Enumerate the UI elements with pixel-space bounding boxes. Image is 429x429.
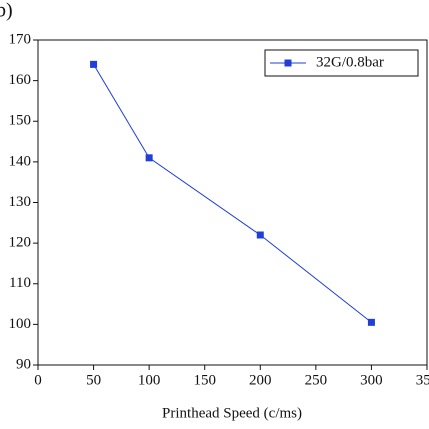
y-tick-label: 130 [9,194,32,210]
x-tick-label: 100 [138,372,161,388]
data-point [256,231,264,239]
y-tick-label: 170 [9,31,32,47]
data-point [367,318,375,326]
x-tick-label: 350 [416,372,429,388]
y-tick-label: 90 [16,356,31,372]
x-tick-label: 150 [193,372,216,388]
data-point [90,60,98,68]
y-tick-label: 150 [9,113,32,129]
data-point [145,154,153,162]
x-tick-label: 300 [360,372,383,388]
panel-label: b) [0,0,13,22]
x-tick-label: 50 [86,372,101,388]
y-tick-label: 110 [9,275,31,291]
y-tick-label: 140 [9,153,32,169]
x-tick-label: 250 [305,372,328,388]
plot-frame [37,39,428,366]
y-tick-label: 120 [9,235,32,251]
y-tick-label: 100 [9,316,32,332]
y-tick-label: 160 [9,72,32,88]
series-line [93,64,372,323]
x-tick-label: 200 [249,372,272,388]
legend-label: 32G/0.8bar [316,54,384,70]
x-tick-label: 0 [34,372,42,388]
legend-marker [284,59,292,67]
x-axis-label: Printhead Speed (c/ms) [162,405,302,421]
